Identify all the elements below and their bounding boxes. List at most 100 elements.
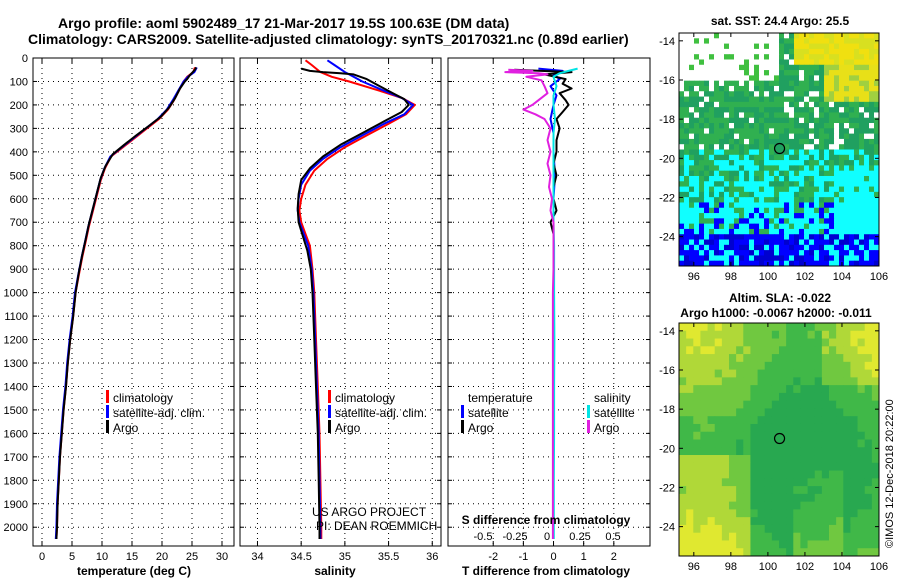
map-cell xyxy=(724,54,730,60)
map-cell xyxy=(849,255,855,262)
map-cell xyxy=(689,54,695,60)
map-cell xyxy=(859,154,865,161)
map-cell xyxy=(704,175,710,182)
map-cell xyxy=(757,462,766,471)
map-cell xyxy=(686,330,694,339)
map-cell xyxy=(849,117,855,124)
map-cell xyxy=(854,112,860,119)
map-cell xyxy=(724,91,730,97)
map-cell xyxy=(729,486,737,495)
map-cell xyxy=(839,223,845,230)
map-cell xyxy=(849,133,855,140)
map-cell xyxy=(834,223,840,230)
map-cell xyxy=(824,54,830,60)
map-cell xyxy=(724,186,730,193)
map-cell xyxy=(824,107,830,113)
map-cell xyxy=(850,540,858,549)
map-cell xyxy=(714,532,723,541)
map-cell xyxy=(689,250,695,256)
map-cell xyxy=(874,223,880,230)
map-cell xyxy=(819,33,825,39)
map-cell xyxy=(859,38,865,44)
map-cell xyxy=(719,75,725,82)
map-cell xyxy=(814,323,823,332)
map-cell xyxy=(724,255,730,262)
map-cell xyxy=(686,377,694,386)
map-cell xyxy=(864,170,870,177)
map-cell xyxy=(809,154,815,161)
map-cell xyxy=(714,323,723,332)
map-cell xyxy=(757,338,766,347)
map-cell xyxy=(829,91,835,97)
map-cell xyxy=(707,532,716,541)
map-cell xyxy=(789,91,795,97)
map-cell xyxy=(704,197,710,203)
map-cell xyxy=(843,517,851,526)
map-cell xyxy=(754,128,760,135)
map-cell xyxy=(849,38,855,44)
map-cell xyxy=(824,75,830,82)
series-line-climatology xyxy=(55,67,196,540)
map-cell xyxy=(769,223,775,230)
map-cell xyxy=(864,392,873,402)
map-cell xyxy=(824,70,830,76)
map-cell xyxy=(819,175,825,182)
map-cell xyxy=(729,493,737,503)
map-cell xyxy=(739,191,745,198)
map-cell xyxy=(819,149,825,156)
map-cell xyxy=(749,38,755,44)
map-cell xyxy=(871,524,880,534)
map-cell xyxy=(739,175,745,182)
map-cell xyxy=(707,361,716,370)
map-cell xyxy=(819,160,825,166)
map-cell xyxy=(764,354,773,363)
map-cell xyxy=(857,346,866,355)
map-cell xyxy=(814,207,820,214)
map-cell xyxy=(704,38,710,44)
map-cell xyxy=(744,43,750,50)
map-cell xyxy=(779,170,785,177)
map-cell xyxy=(704,213,710,219)
map-cell xyxy=(799,101,805,108)
map-cell xyxy=(707,478,716,487)
map-cell xyxy=(704,228,710,235)
map-cell xyxy=(824,223,830,230)
map-cell xyxy=(857,369,866,378)
map-cell xyxy=(694,154,700,161)
map-cell xyxy=(807,447,816,456)
map-cell xyxy=(784,38,790,44)
map-cell xyxy=(814,354,823,363)
map-cell xyxy=(869,223,875,230)
map-cell xyxy=(869,175,875,182)
map-cell xyxy=(684,165,690,172)
map-cell xyxy=(843,416,851,425)
x-tick-label: 36 xyxy=(426,551,438,563)
map-cell xyxy=(834,101,840,108)
map-cell xyxy=(714,346,723,355)
map-cell xyxy=(843,354,851,363)
map-cell xyxy=(869,218,875,225)
map-cell xyxy=(864,138,870,145)
map-cell xyxy=(789,144,795,150)
map-cell xyxy=(714,218,720,225)
map-cell xyxy=(709,228,715,235)
map-cell xyxy=(814,101,820,108)
map-cell xyxy=(709,117,715,124)
map-cell xyxy=(779,80,785,87)
map-cell xyxy=(836,416,844,425)
map-cell xyxy=(736,423,744,433)
map-cell xyxy=(749,191,755,198)
map-cell xyxy=(714,338,723,347)
map-cell xyxy=(764,123,770,129)
map-cell xyxy=(834,38,840,44)
map-cell xyxy=(859,149,865,156)
map-cell xyxy=(864,462,873,471)
map-cell xyxy=(739,101,745,108)
map-cell xyxy=(869,149,875,156)
map-cell xyxy=(754,218,760,225)
map-cell xyxy=(779,154,785,161)
map-cell xyxy=(714,493,723,503)
map-cell xyxy=(689,202,695,209)
map-cell xyxy=(679,165,685,172)
map-cell xyxy=(739,234,745,240)
